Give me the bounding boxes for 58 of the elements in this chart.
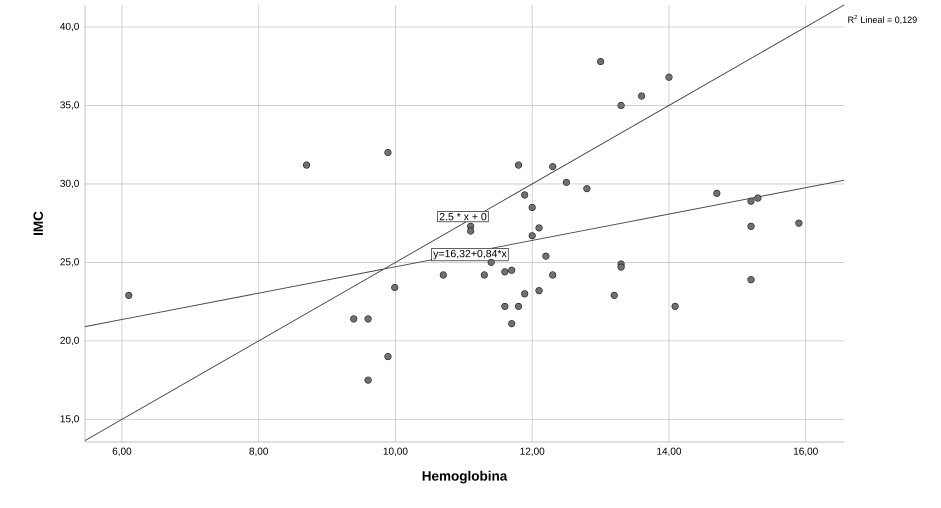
point bbox=[364, 315, 372, 322]
point bbox=[610, 292, 618, 299]
point bbox=[618, 102, 625, 110]
y-axis-title: IMC bbox=[33, 211, 43, 235]
point bbox=[528, 204, 536, 212]
annotation: 2.5 * x + 0 bbox=[440, 212, 486, 220]
point bbox=[535, 287, 543, 294]
x-tick-label: 14,00 bbox=[657, 448, 682, 456]
x-tick-label: 6,00 bbox=[112, 448, 132, 456]
x-tick-label: 16,00 bbox=[794, 448, 818, 456]
point bbox=[754, 194, 762, 202]
point bbox=[467, 227, 474, 235]
point bbox=[597, 58, 604, 66]
y-tick-label: 15,0 bbox=[60, 415, 79, 424]
point bbox=[508, 320, 516, 328]
point bbox=[391, 284, 398, 292]
y-tick-label: 25,0 bbox=[60, 258, 79, 267]
point bbox=[501, 302, 508, 310]
point bbox=[672, 302, 679, 310]
y-tick-label: 40,0 bbox=[60, 22, 79, 32]
point bbox=[638, 92, 646, 100]
x-tick-label: 12,00 bbox=[520, 448, 544, 456]
x-tick-label: 10,00 bbox=[384, 448, 408, 456]
point bbox=[514, 302, 522, 310]
point bbox=[521, 290, 528, 298]
point bbox=[747, 222, 755, 230]
point bbox=[747, 276, 755, 284]
point bbox=[384, 148, 392, 156]
point bbox=[747, 198, 755, 205]
point bbox=[303, 162, 310, 169]
annotation: y=16,32+0,84*x bbox=[433, 250, 507, 260]
point bbox=[713, 190, 720, 197]
point bbox=[665, 74, 673, 81]
y-tick-label: 20,0 bbox=[60, 336, 79, 346]
point bbox=[350, 315, 358, 322]
text: R$^{2}$ Lineal = 0,129 bbox=[848, 14, 917, 24]
point bbox=[480, 271, 488, 279]
y-tick-label: 35,0 bbox=[60, 101, 79, 110]
point bbox=[501, 268, 508, 276]
x-axis-title: Hemoglobina bbox=[422, 470, 508, 484]
point bbox=[364, 376, 372, 384]
point bbox=[508, 266, 516, 274]
point bbox=[440, 271, 447, 279]
point bbox=[562, 178, 570, 186]
point bbox=[125, 292, 132, 299]
point bbox=[542, 252, 550, 260]
point bbox=[549, 163, 556, 170]
y-tick-label: 30,0 bbox=[60, 180, 79, 188]
point bbox=[618, 264, 625, 271]
point bbox=[528, 232, 536, 240]
point bbox=[583, 185, 590, 192]
point bbox=[384, 353, 392, 360]
point bbox=[535, 224, 543, 232]
point bbox=[549, 271, 556, 279]
point bbox=[795, 220, 802, 227]
point bbox=[521, 191, 528, 198]
point bbox=[514, 162, 522, 169]
x-tick-label: 8,00 bbox=[249, 448, 268, 456]
